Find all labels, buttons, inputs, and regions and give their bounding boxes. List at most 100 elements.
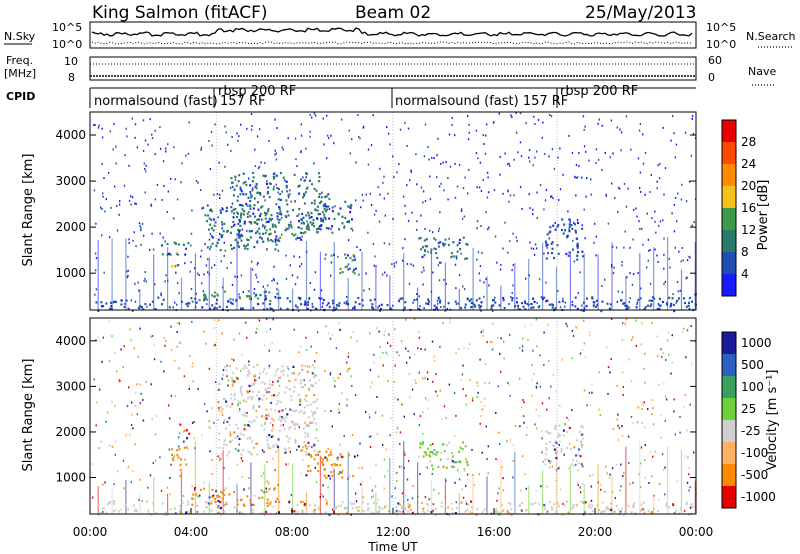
echo-cell: [271, 223, 274, 226]
scatter-point: [468, 131, 470, 134]
scatter-point: [664, 419, 666, 422]
echo-cell: [197, 495, 200, 498]
echo-cell: [226, 206, 228, 209]
freq-strip: Freq. [MHz] 10 8 60 0 Nave: [4, 54, 776, 86]
scatter-point: [635, 207, 637, 210]
scatter-point: [217, 507, 219, 510]
echo-cell: [558, 504, 560, 507]
scatter-point: [431, 472, 433, 475]
echo-cell: [341, 271, 344, 274]
scatter-point: [583, 389, 586, 392]
echo-cell: [277, 238, 280, 241]
echo-cell: [422, 441, 425, 444]
cpid-label: CPID: [6, 90, 35, 103]
echo-cell: [551, 247, 554, 250]
echo-cell: [304, 421, 307, 424]
echo-cell: [203, 296, 206, 299]
scatter-point: [583, 208, 585, 211]
echo-cell: [339, 464, 342, 467]
scatter-point: [211, 458, 213, 461]
echo-cell: [622, 302, 625, 305]
scatter-point: [233, 359, 235, 362]
echo-cell: [584, 501, 587, 504]
scatter-point: [147, 486, 149, 489]
streak-mark: [333, 468, 335, 514]
scatter-point: [279, 349, 281, 352]
scatter-point: [546, 485, 548, 488]
colorbar-swatch: [722, 486, 736, 508]
echo-cell: [300, 238, 303, 241]
echo-cell: [346, 265, 349, 268]
echo-cell: [297, 373, 300, 376]
scatter-point: [568, 134, 570, 137]
scatter-point: [595, 162, 597, 164]
echo-cell: [324, 195, 327, 199]
echo-cell: [215, 302, 218, 305]
echo-cell: [279, 236, 282, 239]
scatter-point: [113, 123, 115, 126]
scatter-point: [311, 446, 313, 449]
echo-cell: [261, 381, 264, 384]
echo-cell: [254, 379, 256, 382]
echo-cell: [251, 180, 254, 183]
scatter-point: [115, 145, 117, 148]
streak-mark: [375, 267, 377, 310]
scatter-point: [508, 511, 510, 514]
scatter-point: [170, 253, 172, 256]
echo-cell: [191, 497, 194, 500]
echo-cell: [260, 218, 263, 221]
echo-cell: [233, 223, 236, 226]
scatter-point: [546, 408, 548, 411]
echo-cell: [293, 427, 296, 430]
echo-cell: [269, 307, 272, 310]
echo-cell: [235, 423, 238, 426]
scatter-point: [349, 367, 351, 370]
y-tick-label: 1000: [55, 266, 86, 280]
echo-cell: [298, 394, 300, 397]
echo-cell: [95, 301, 98, 304]
echo-cell: [353, 272, 356, 275]
scatter-point: [436, 299, 439, 302]
scatter-point: [523, 325, 526, 328]
freq-strip-frame: [89, 56, 697, 81]
echo-cell: [349, 207, 352, 210]
echo-cell: [188, 302, 191, 305]
scatter-point: [97, 126, 100, 129]
scatter-point: [568, 228, 570, 231]
scatter-point: [423, 269, 425, 272]
scatter-point: [229, 364, 231, 367]
scatter-point: [234, 275, 236, 278]
echo-cell: [291, 420, 294, 423]
echo-cell: [264, 232, 267, 235]
scatter-point: [189, 355, 191, 358]
echo-cell: [578, 430, 581, 434]
echo-cell: [671, 297, 674, 300]
scatter-point: [197, 181, 199, 184]
echo-cell: [173, 265, 176, 268]
echo-cell: [207, 228, 210, 231]
scatter-point: [539, 385, 542, 388]
echo-cell: [166, 243, 169, 246]
scatter-point: [442, 161, 444, 164]
scatter-point: [369, 435, 372, 438]
scatter-point: [442, 322, 444, 325]
scatter-point: [372, 114, 374, 117]
scatter-point: [343, 435, 345, 437]
scatter-point: [685, 277, 687, 280]
scatter-point: [309, 282, 311, 284]
scatter-point: [327, 486, 329, 489]
scatter-point: [465, 458, 467, 461]
scatter-point: [479, 422, 481, 425]
scatter-point: [294, 440, 297, 442]
echo-cell: [246, 215, 249, 218]
scatter-point: [330, 261, 333, 264]
scatter-point: [294, 283, 297, 286]
echo-cell: [288, 379, 290, 383]
scatter-point: [187, 152, 190, 155]
echo-cell: [454, 512, 457, 515]
scatter-point: [95, 288, 98, 291]
echo-cell: [557, 252, 560, 255]
scatter-point: [377, 375, 380, 378]
scatter-point: [610, 358, 612, 360]
